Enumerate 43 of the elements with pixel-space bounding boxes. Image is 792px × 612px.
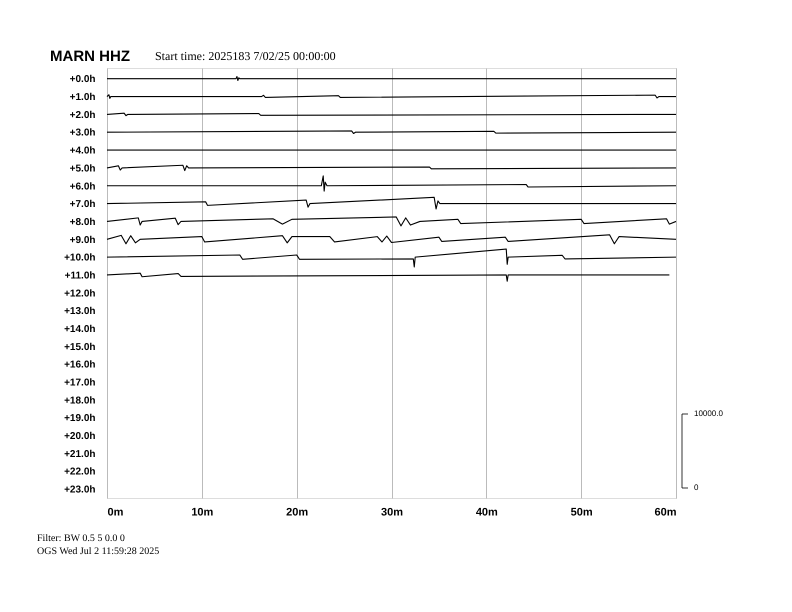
text: Filter: BW 0.5 5 0.0 0	[37, 533, 125, 544]
y-tick-label: +15.0h	[64, 342, 96, 353]
chart-subtitle: Start time: 2025183 7/02/25 00:00:00	[155, 49, 336, 63]
line-series	[106, 175, 677, 192]
line-series	[106, 248, 677, 268]
y-tick-label: +5.0h	[70, 163, 96, 174]
y-tick-label: +21.0h	[64, 448, 96, 460]
y-tick-label: +12.0h	[64, 288, 96, 300]
y-tick-label: +22.0h	[64, 466, 96, 478]
y-tick-label: +4.0h	[70, 146, 96, 157]
line-series	[106, 234, 677, 244]
y-tick-label: +19.0h	[64, 413, 96, 424]
y-tick-label: +8.0h	[70, 216, 96, 228]
x-tick-label: 10m	[191, 506, 214, 518]
y-tick-label: +3.0h	[70, 128, 96, 139]
x-tick-label: 50m	[570, 506, 593, 518]
chart-title: MARN HHZ	[50, 48, 130, 65]
line-series	[106, 216, 677, 226]
x-tick-label: 60m	[654, 506, 677, 518]
y-tick-label: +13.0h	[64, 306, 96, 318]
x-tick-label: 30m	[380, 506, 404, 518]
line-series	[106, 196, 677, 210]
x-tick-label: 20m	[286, 506, 308, 518]
text: OGS Wed Jul 2 11:59:28 2025	[37, 546, 160, 557]
y-tick-label: +9.0h	[70, 234, 96, 246]
line-series	[106, 272, 670, 282]
y-tick-label: +20.0h	[64, 431, 96, 442]
y-tick-label: +18.0h	[64, 395, 96, 406]
y-tick-label: +23.0h	[64, 484, 96, 496]
y-tick-label: +7.0h	[70, 199, 96, 210]
text: 0	[694, 483, 699, 492]
y-tick-label: +0.0h	[70, 74, 96, 86]
text: 10000.0	[694, 409, 724, 418]
x-tick-label: 0m	[108, 506, 124, 518]
y-tick-label: +1.0h	[70, 92, 96, 104]
y-tick-label: +6.0h	[70, 181, 96, 192]
y-tick-label: +2.0h	[70, 110, 96, 121]
y-tick-label: +16.0h	[64, 360, 96, 371]
y-tick-label: +10.0h	[64, 252, 96, 264]
y-tick-label: +11.0h	[64, 270, 96, 282]
x-tick-label: 40m	[476, 506, 498, 518]
y-tick-label: +14.0h	[64, 324, 96, 335]
y-tick-label: +17.0h	[64, 378, 96, 389]
